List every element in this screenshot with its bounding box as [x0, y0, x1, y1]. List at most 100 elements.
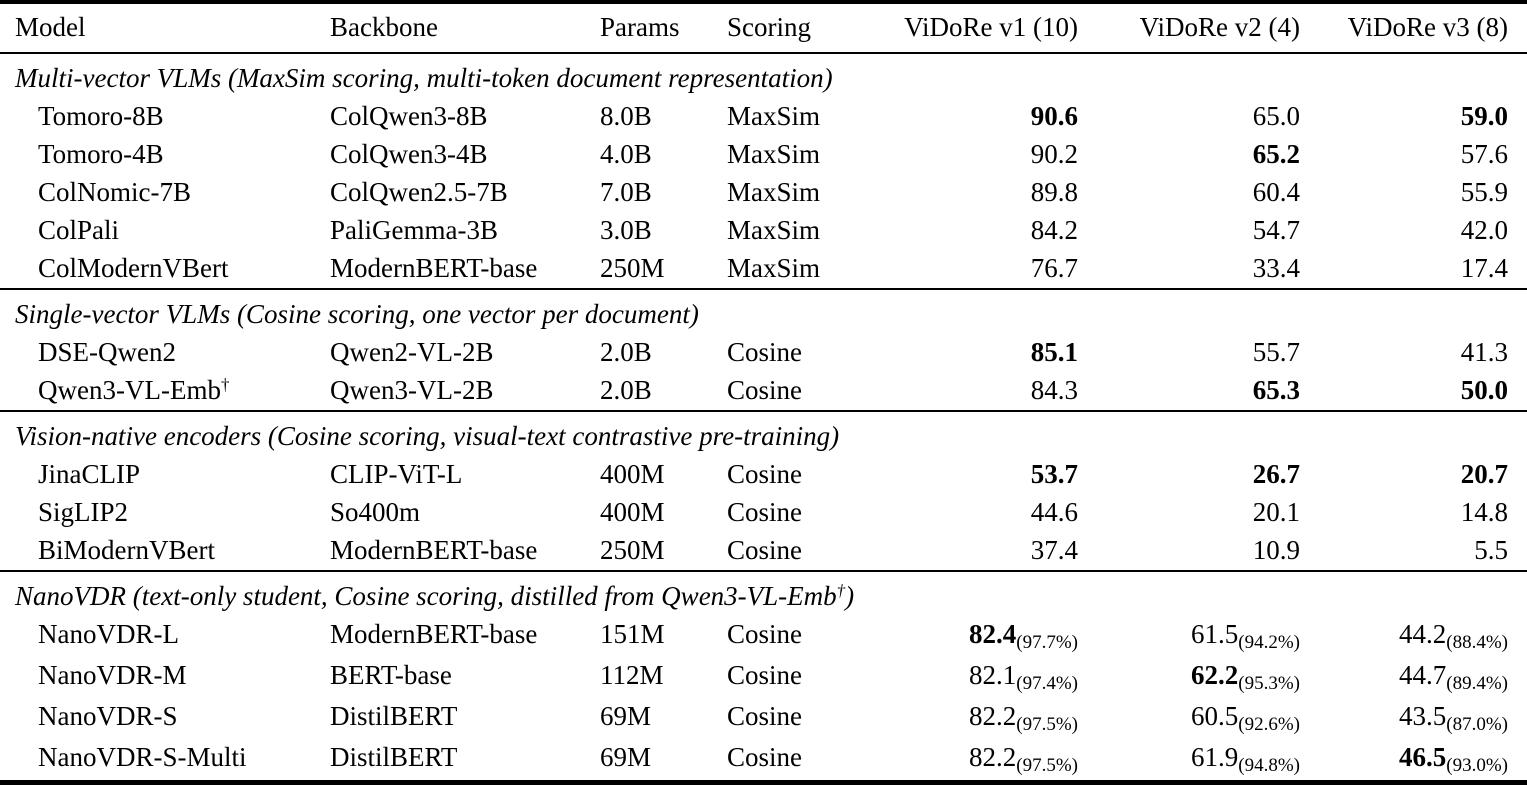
cell-score-v3: 57.6 — [1300, 136, 1527, 174]
score-relative-percentage: (95.3%) — [1238, 673, 1300, 694]
section-header: NanoVDR (text-only student, Cosine scori… — [0, 570, 1527, 616]
table-row: ColPali PaliGemma-3B 3.0B MaxSim 84.2 54.7 42.… — [0, 212, 1527, 250]
cell-params: 250M — [600, 253, 665, 283]
score-value: 37.4 — [1030, 535, 1078, 565]
score-relative-percentage: (97.5%) — [1016, 755, 1078, 776]
cell-model: DSE-Qwen2 — [38, 337, 176, 367]
cell-params: 3.0B — [600, 215, 652, 245]
cell-score-v2: 60.5(92.6%) — [1078, 698, 1300, 739]
score-value: 44.7 — [1399, 660, 1447, 690]
score-value: 14.8 — [1460, 497, 1508, 527]
cell-score-v2: 33.4 — [1078, 250, 1300, 289]
cell-score-v1: 82.2(97.5%) — [852, 739, 1078, 783]
cell-score-v2: 54.7 — [1078, 212, 1300, 250]
cell-score-v2: 65.2 — [1078, 136, 1300, 174]
table-row: ColModernVBert ModernBERT-base 250M MaxSim 7… — [0, 250, 1527, 289]
section-header-row: Single-vector VLMs (Cosine scoring, one … — [0, 288, 1527, 334]
section-header: Single-vector VLMs (Cosine scoring, one … — [0, 288, 1527, 334]
score-value: 44.6 — [1030, 497, 1078, 527]
score-relative-percentage: (97.7%) — [1016, 632, 1078, 653]
cell-scoring: Cosine — [727, 701, 803, 731]
cell-model: ColPali — [38, 215, 120, 245]
column-header-vidore-v3: ViDoRe v3 (8) — [1300, 2, 1527, 54]
cell-score-v1: 82.4(97.7%) — [852, 616, 1078, 657]
table-row: NanoVDR-S-Multi DistilBERT 69M Cosine 82.2(9… — [0, 739, 1527, 783]
cell-score-v3: 50.0 — [1300, 372, 1527, 411]
cell-score-v1: 82.1(97.4%) — [852, 657, 1078, 698]
cell-score-v2: 61.9(94.8%) — [1078, 739, 1300, 783]
score-value: 82.2 — [969, 701, 1017, 731]
cell-backbone: Qwen3-VL-2B — [330, 375, 494, 405]
cell-scoring: Cosine — [727, 535, 803, 565]
section-header-row: NanoVDR (text-only student, Cosine scori… — [0, 570, 1527, 616]
cell-score-v2: 62.2(95.3%) — [1078, 657, 1300, 698]
cell-scoring: Cosine — [727, 497, 803, 527]
cell-score-v1: 76.7 — [852, 250, 1078, 289]
score-value: 33.4 — [1252, 253, 1300, 283]
cell-params: 69M — [600, 742, 652, 772]
cell-backbone: DistilBERT — [330, 701, 458, 731]
cell-score-v1: 89.8 — [852, 174, 1078, 212]
dagger-icon: † — [836, 581, 846, 600]
cell-params: 7.0B — [600, 177, 652, 207]
score-value: 65.0 — [1252, 101, 1300, 131]
score-value: 65.2 — [1252, 139, 1300, 169]
score-value: 46.5 — [1399, 742, 1447, 772]
score-value: 62.2 — [1191, 660, 1239, 690]
cell-scoring: Cosine — [727, 619, 803, 649]
score-value: 17.4 — [1460, 253, 1508, 283]
cell-scoring: MaxSim — [727, 101, 821, 131]
column-header-vidore-v1: ViDoRe v1 (10) — [852, 2, 1078, 54]
section-header: Multi-vector VLMs (MaxSim scoring, multi… — [0, 52, 1527, 98]
cell-backbone: BERT-base — [330, 660, 452, 690]
column-header-model: Model — [0, 2, 330, 54]
cell-params: 8.0B — [600, 101, 652, 131]
cell-score-v3: 41.3 — [1300, 334, 1527, 372]
cell-score-v3: 42.0 — [1300, 212, 1527, 250]
score-value: 54.7 — [1252, 215, 1300, 245]
cell-params: 112M — [600, 660, 664, 690]
cell-model: NanoVDR-L — [38, 619, 179, 649]
section-header-row: Vision-native encoders (Cosine scoring, … — [0, 410, 1527, 456]
cell-score-v2: 65.0 — [1078, 98, 1300, 136]
cell-score-v3: 55.9 — [1300, 174, 1527, 212]
score-value: 85.1 — [1030, 337, 1078, 367]
score-value: 41.3 — [1460, 337, 1508, 367]
cell-backbone: ColQwen2.5-7B — [330, 177, 508, 207]
cell-model: NanoVDR-S-Multi — [38, 742, 247, 772]
cell-model: ColNomic-7B — [38, 177, 191, 207]
column-header-scoring: Scoring — [727, 2, 852, 54]
cell-score-v3: 17.4 — [1300, 250, 1527, 289]
cell-model: Qwen3-VL-Emb† — [38, 375, 230, 405]
cell-model: BiModernVBert — [38, 535, 215, 565]
score-value: 76.7 — [1030, 253, 1078, 283]
cell-score-v1: 84.2 — [852, 212, 1078, 250]
score-value: 53.7 — [1030, 459, 1078, 489]
cell-score-v1: 85.1 — [852, 334, 1078, 372]
score-value: 84.3 — [1030, 375, 1078, 405]
cell-backbone: Qwen2-VL-2B — [330, 337, 494, 367]
cell-scoring: Cosine — [727, 375, 803, 405]
cell-model: NanoVDR-M — [38, 660, 187, 690]
cell-params: 400M — [600, 459, 665, 489]
score-value: 61.5 — [1191, 619, 1239, 649]
column-header-params: Params — [600, 2, 727, 54]
score-value: 90.6 — [1030, 101, 1078, 131]
score-value: 44.2 — [1399, 619, 1447, 649]
score-relative-percentage: (97.5%) — [1016, 714, 1078, 735]
score-value: 10.9 — [1252, 535, 1300, 565]
score-value: 82.4 — [969, 619, 1017, 649]
cell-scoring: Cosine — [727, 660, 803, 690]
cell-score-v2: 61.5(94.2%) — [1078, 616, 1300, 657]
cell-score-v3: 44.2(88.4%) — [1300, 616, 1527, 657]
score-relative-percentage: (89.4%) — [1446, 673, 1508, 694]
table-row: NanoVDR-M BERT-base 112M Cosine 82.1(97.4%) 6… — [0, 657, 1527, 698]
score-value: 20.1 — [1252, 497, 1300, 527]
cell-score-v1: 44.6 — [852, 494, 1078, 532]
cell-scoring: Cosine — [727, 742, 803, 772]
cell-scoring: Cosine — [727, 459, 803, 489]
cell-score-v1: 82.2(97.5%) — [852, 698, 1078, 739]
cell-score-v2: 20.1 — [1078, 494, 1300, 532]
table-row: DSE-Qwen2 Qwen2-VL-2B 2.0B Cosine 85.1 55.7 41… — [0, 334, 1527, 372]
